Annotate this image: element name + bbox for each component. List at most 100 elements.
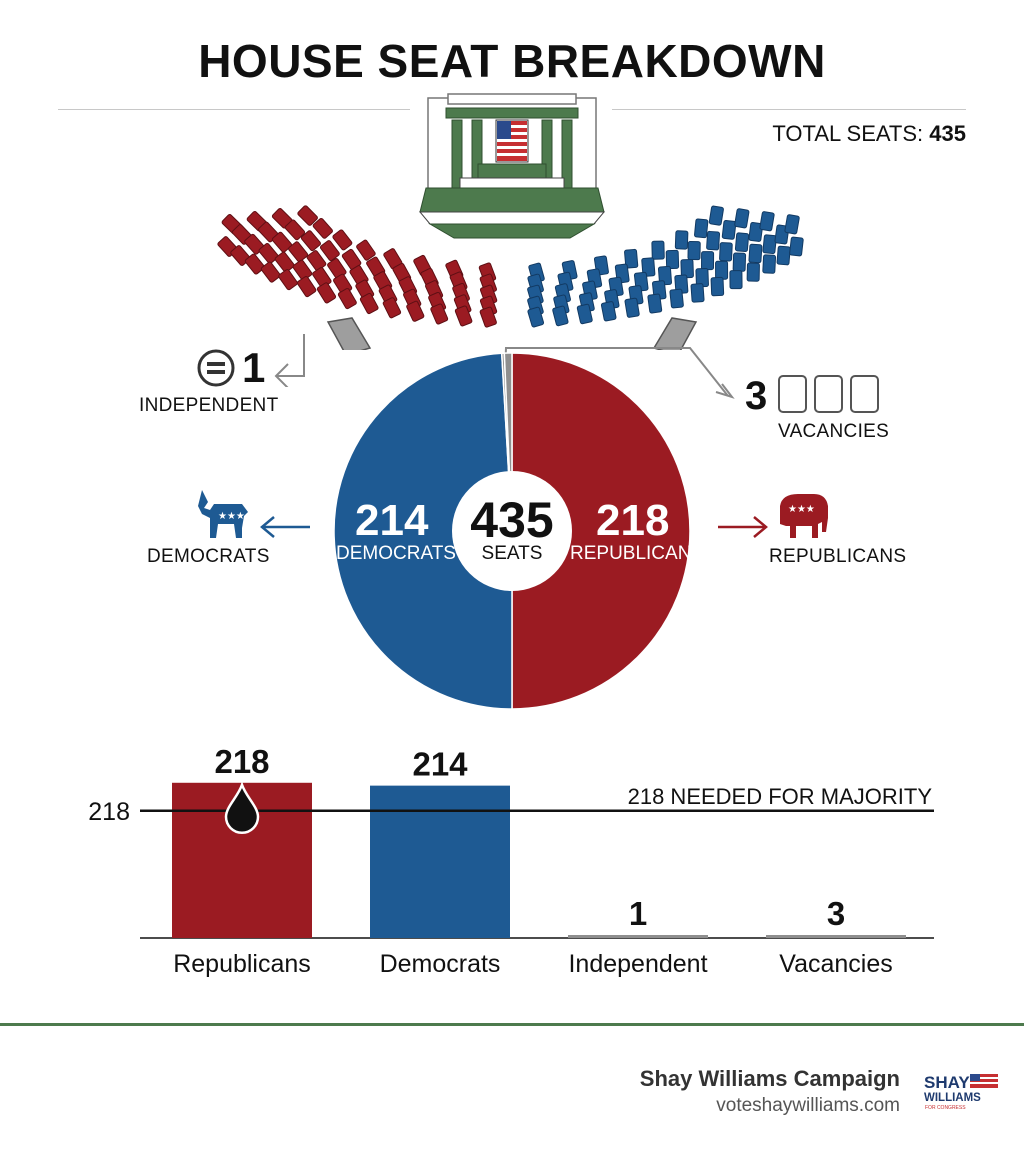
vacancies-count: 3 [745, 374, 768, 418]
seat [406, 300, 425, 322]
seat [759, 211, 775, 232]
seat [789, 236, 804, 257]
seat [312, 217, 333, 239]
pie-center-total: 435 [470, 492, 554, 548]
seat [624, 248, 639, 269]
seat [576, 303, 593, 325]
seat [651, 240, 665, 260]
capitol-icon [418, 93, 606, 239]
democrat-seat-block [527, 205, 804, 328]
seat [552, 305, 569, 327]
bar-category-label: Democrats [380, 950, 501, 978]
seat [316, 282, 337, 304]
seat [600, 301, 617, 322]
seat [641, 257, 656, 277]
campaign-url[interactable]: voteshaywilliams.com [716, 1095, 900, 1116]
campaign-brand: Shay Williams Campaign voteshaywilliams.… [640, 1066, 900, 1117]
seat [748, 222, 764, 242]
pie-democrats-value: 214 [355, 496, 429, 545]
seat [244, 253, 265, 275]
seat [694, 218, 709, 239]
seat [332, 229, 353, 251]
seat [721, 219, 737, 240]
seat [746, 262, 760, 282]
vacancy-seat-icon [778, 375, 879, 413]
seat [734, 208, 750, 229]
seat [260, 261, 281, 283]
left-podium [326, 317, 372, 350]
flag-icon [497, 121, 527, 161]
seat-pie-chart [333, 352, 691, 710]
logo-line1: SHAY [924, 1073, 970, 1092]
seat [300, 230, 321, 252]
footer-divider [0, 1023, 1024, 1026]
republicans-callout-label: REPUBLICANS [769, 546, 907, 567]
title-divider-left [58, 109, 410, 110]
bar-category-label: Vacancies [779, 950, 893, 978]
independent-arrow [274, 334, 305, 387]
bar-value-label: 218 [214, 743, 269, 780]
seat [278, 269, 298, 291]
seat [762, 234, 777, 255]
pie-center-hole [452, 471, 572, 591]
bar-vacancies [766, 935, 906, 938]
seat [674, 230, 689, 250]
seat [382, 297, 402, 319]
seat [719, 242, 733, 262]
seat [701, 251, 715, 271]
bar-value-label: 214 [412, 746, 468, 783]
seat [665, 249, 680, 270]
majority-tick-label: 218 [88, 798, 130, 826]
seat [710, 276, 725, 297]
seat [356, 239, 376, 261]
bar-category-label: Republicans [173, 950, 311, 978]
seat [748, 243, 763, 264]
seat [734, 232, 750, 253]
republicans-arrow [718, 516, 768, 538]
democrats-arrow [260, 516, 310, 538]
seat [284, 219, 306, 241]
seat [706, 230, 721, 251]
seat [680, 258, 694, 279]
pie-democrats-label: DEMOCRATS [336, 543, 456, 564]
seat-bar-chart: 218 Republicans 214 Democrats 1 Independent 3 V… [88, 743, 934, 978]
seat [624, 297, 640, 318]
svg-text:★★★: ★★★ [218, 511, 245, 522]
bar-democrats [370, 785, 510, 938]
democrats-callout-label: DEMOCRATS [147, 546, 270, 567]
chamber-illustration [217, 93, 804, 350]
seat [527, 306, 545, 328]
seat [690, 283, 705, 303]
pie-slice-democrats [333, 352, 513, 710]
seat [784, 214, 800, 235]
elephant-icon: ★★★ [780, 494, 828, 538]
independent-label: INDEPENDENT [139, 395, 279, 416]
logo-line2: WILLIAMS [924, 1092, 981, 1104]
seat [297, 205, 318, 226]
seat [669, 288, 684, 309]
majority-label: 218 NEEDED FOR MAJORITY [628, 784, 933, 809]
title-divider-right [612, 109, 966, 110]
campaign-name: Shay Williams Campaign [639, 1066, 900, 1091]
seat [271, 231, 293, 253]
donkey-icon: ★★★ [198, 490, 248, 538]
seat [430, 303, 449, 325]
pie-slice-republicans [511, 352, 691, 710]
seat [708, 205, 724, 226]
bar-category-label: Independent [568, 950, 707, 978]
seat [732, 252, 747, 272]
pie-republicans-value: 218 [596, 496, 670, 545]
seat [687, 241, 701, 261]
logo-line3: FOR CONGRESS [925, 1105, 966, 1111]
seat [729, 270, 743, 290]
seat [274, 251, 295, 273]
seat [715, 260, 729, 280]
seat [292, 259, 313, 281]
independent-count: 1 [242, 344, 266, 391]
total-seats-label: TOTAL SEATS: [772, 121, 924, 146]
seat [359, 292, 379, 315]
seat [337, 287, 357, 310]
seat [319, 240, 340, 262]
seat [306, 250, 327, 272]
seat [454, 305, 473, 327]
